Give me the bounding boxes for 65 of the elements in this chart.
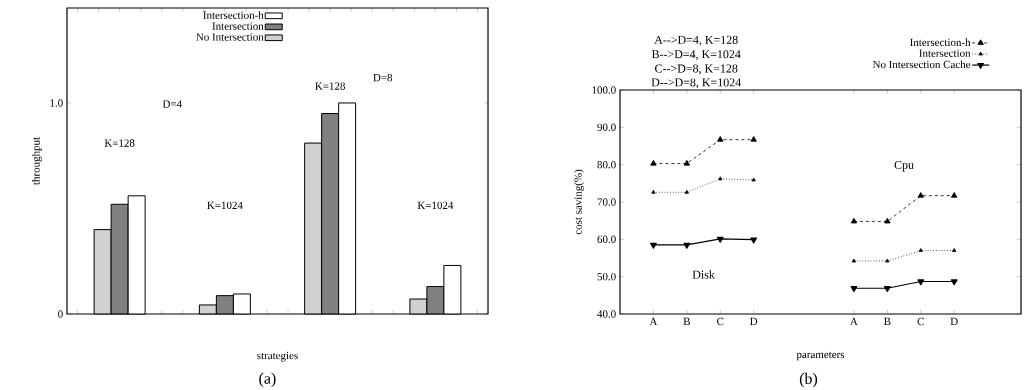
text: D-->D=8, K=1024 xyxy=(651,78,741,89)
legend-label: Intersection-h xyxy=(910,38,971,47)
y-tick-label: 80.0 xyxy=(597,160,616,169)
annotation: Cpu xyxy=(894,160,914,172)
y-axis-title: cost saving(%) xyxy=(574,169,584,235)
x-tick-label: D xyxy=(950,317,958,326)
point xyxy=(750,237,758,244)
legend-label: Intersection xyxy=(212,22,264,30)
x-tick-label: A xyxy=(649,317,658,326)
point xyxy=(952,248,957,252)
y-tick-label: 100.0 xyxy=(592,86,616,94)
point xyxy=(917,192,924,198)
x-tick-label: A xyxy=(850,317,858,326)
point xyxy=(683,159,691,166)
point xyxy=(851,258,857,263)
x-tick-label: B xyxy=(683,317,690,326)
x-tick-label: C xyxy=(717,317,724,326)
text: B-->D=4, K=1024 xyxy=(651,50,741,60)
text: A-->D=4, K=128 xyxy=(654,35,738,46)
y-tick-label: 60.0 xyxy=(597,235,616,244)
annotation: K=1024 xyxy=(207,201,243,210)
text: (b) xyxy=(799,372,818,388)
annotation: K=128 xyxy=(315,82,345,90)
y-tick-label: 70.0 xyxy=(597,198,616,206)
point xyxy=(651,189,656,194)
point xyxy=(650,242,657,249)
x-axis-title: parameters xyxy=(796,351,845,361)
annotation: D=8 xyxy=(373,73,393,82)
annotation: D=4 xyxy=(162,100,182,108)
point xyxy=(951,192,958,198)
point xyxy=(884,217,891,224)
y-tick-label: 90.0 xyxy=(597,123,616,132)
point xyxy=(716,236,724,243)
point xyxy=(917,279,925,286)
point xyxy=(650,159,657,166)
text: C-->D=8, K=128 xyxy=(655,64,738,75)
point xyxy=(751,177,756,182)
legend-label: Intersection-h xyxy=(203,11,264,19)
annotation: K=128 xyxy=(104,139,135,147)
point xyxy=(683,242,691,249)
y-tick-label: 40.0 xyxy=(597,310,616,318)
y-tick-label: 1.0 xyxy=(50,99,63,107)
point xyxy=(718,176,723,181)
annotation: K=1024 xyxy=(417,201,454,210)
text: (a) xyxy=(259,372,276,388)
x-tick-label: D xyxy=(750,317,758,326)
point xyxy=(850,217,858,224)
y-tick-label: 50.0 xyxy=(597,272,616,281)
point xyxy=(684,189,689,194)
y-tick-label: 0 xyxy=(58,310,63,318)
x-tick-label: B xyxy=(884,317,891,326)
annotation: Disk xyxy=(692,270,715,279)
point xyxy=(717,136,724,142)
point xyxy=(850,286,858,293)
y-axis-title: throughput xyxy=(31,137,42,185)
point xyxy=(885,258,890,263)
legend-label: No Intersection Cache xyxy=(872,60,971,69)
x-tick-label: C xyxy=(917,317,924,326)
legend-label: No Intersection xyxy=(196,33,264,41)
point xyxy=(883,286,891,293)
point xyxy=(750,136,757,142)
x-axis-title: strategies xyxy=(257,351,298,362)
point xyxy=(918,248,923,252)
legend-label: Intersection xyxy=(919,49,971,57)
point xyxy=(950,279,958,286)
